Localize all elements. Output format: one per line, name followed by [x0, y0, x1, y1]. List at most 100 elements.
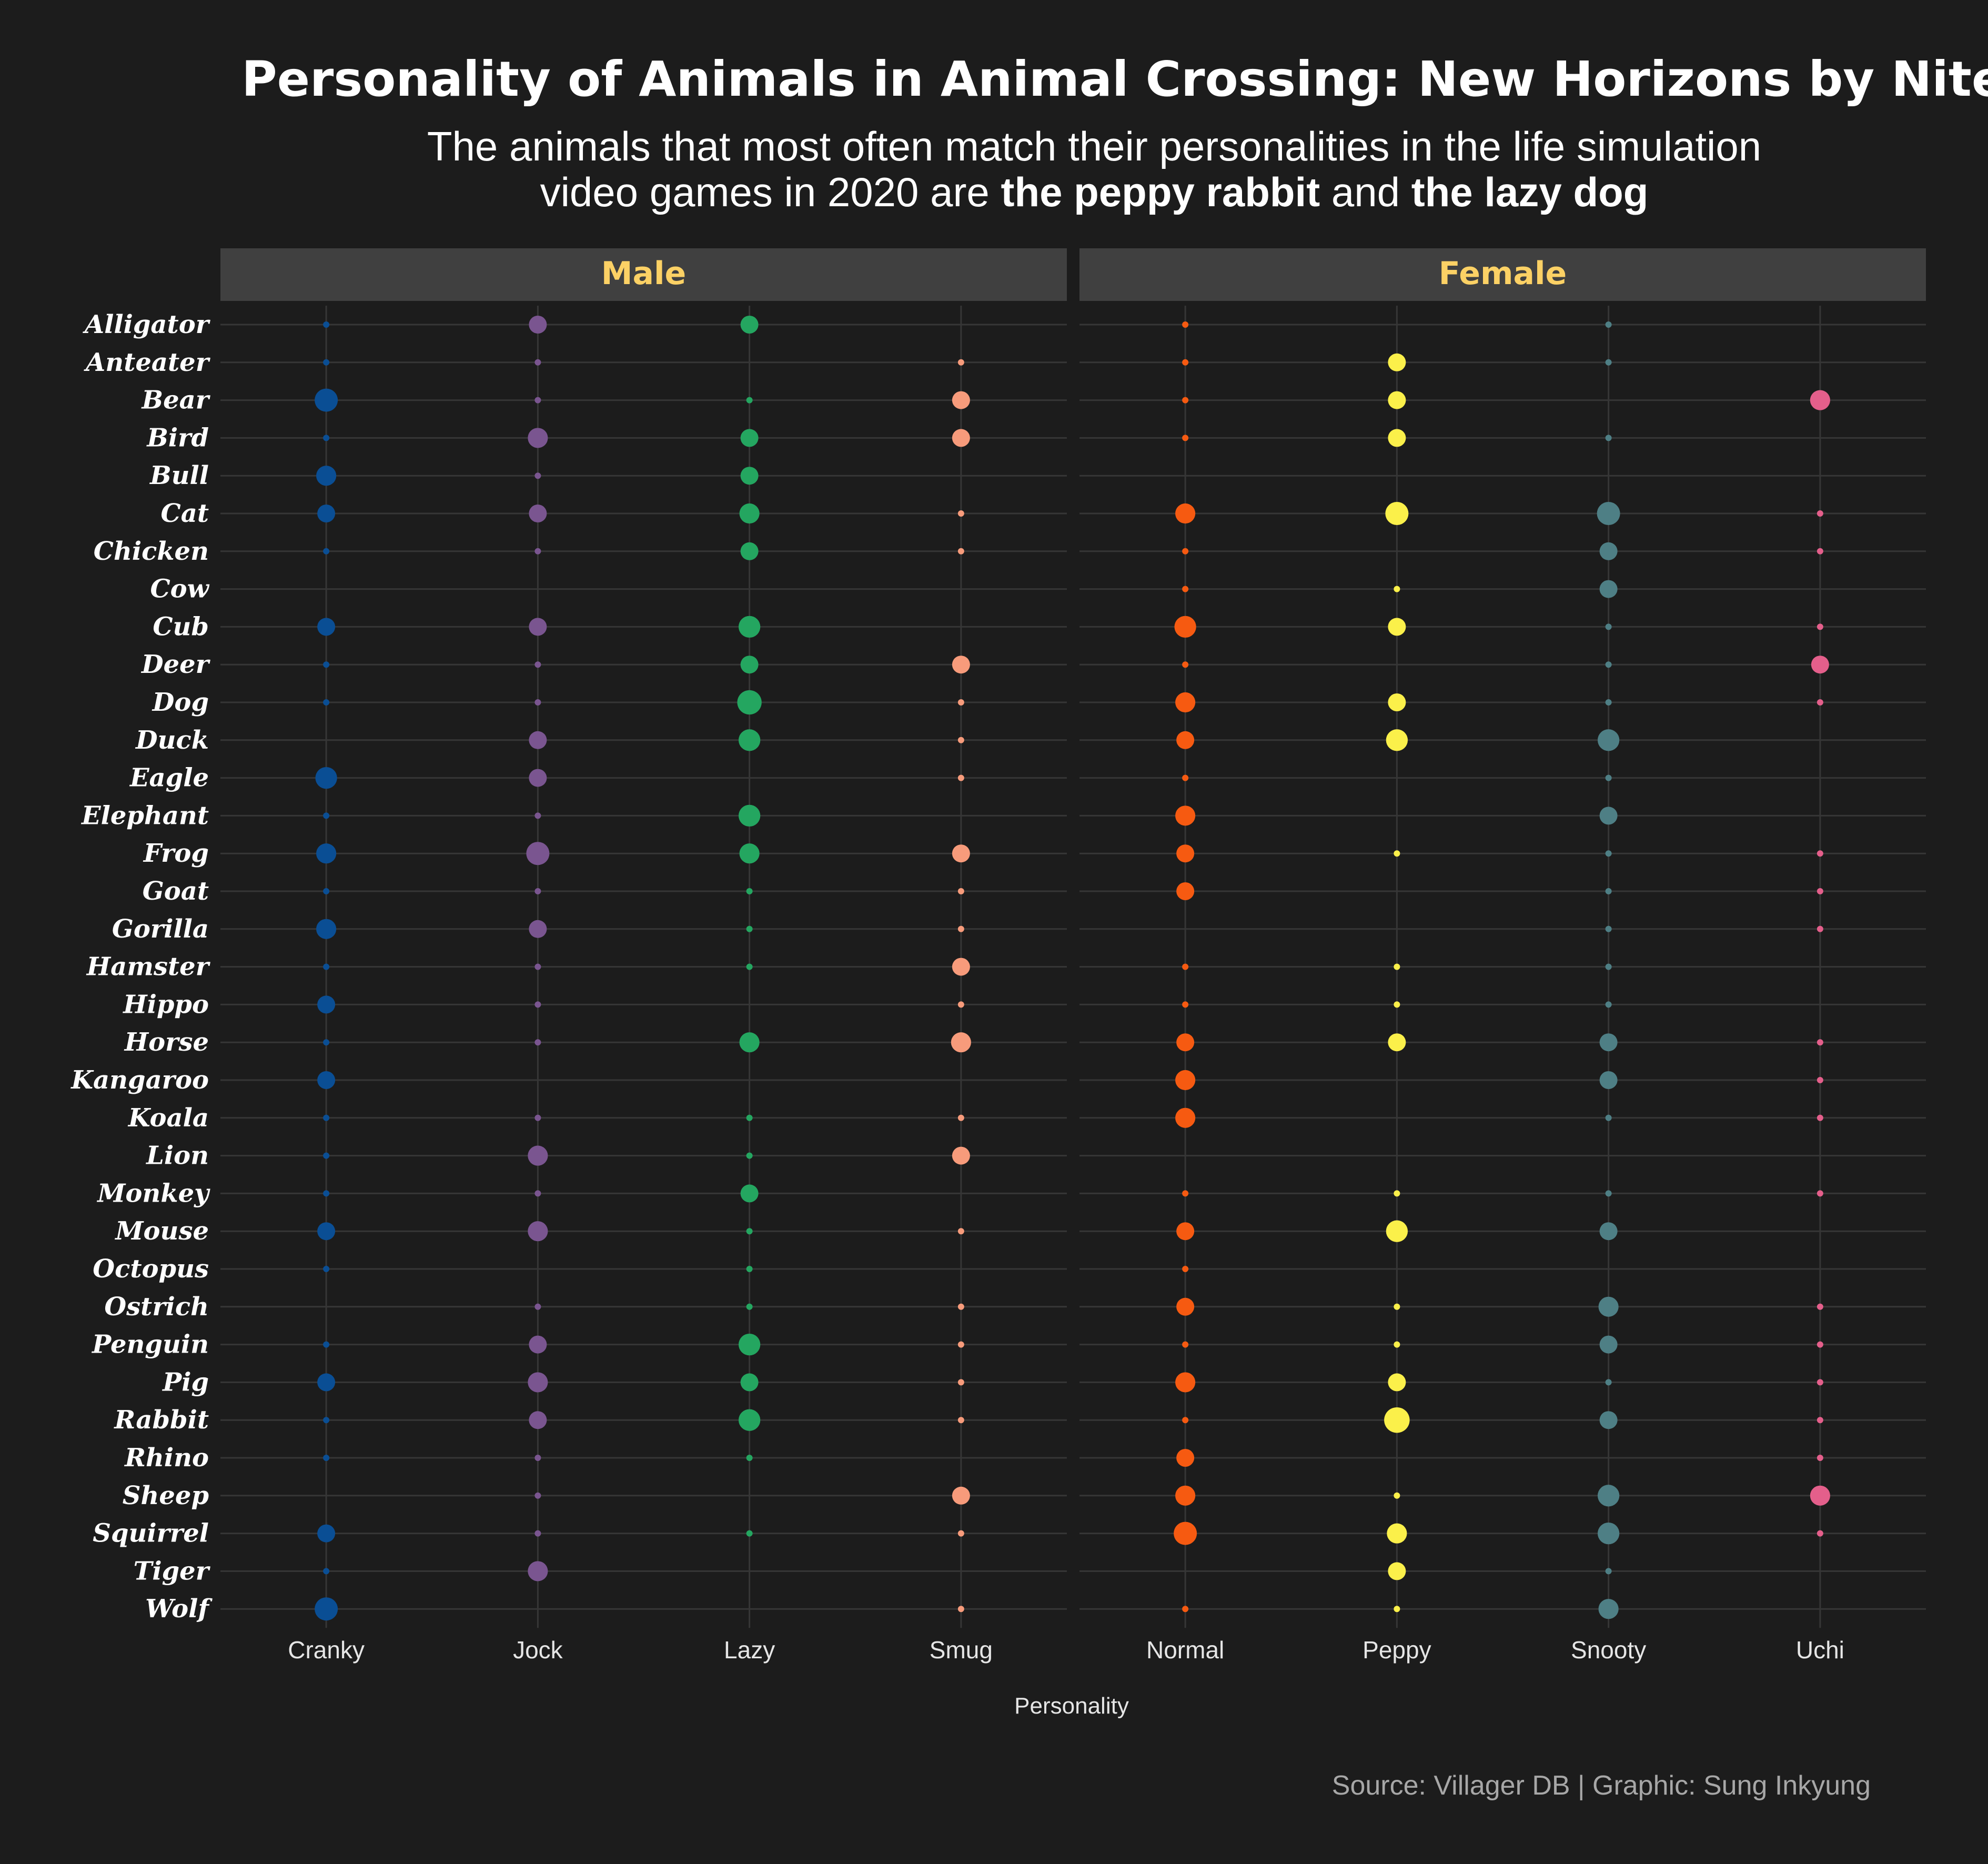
- point-rabbit-jock: [529, 1411, 547, 1429]
- plot-area: Male Cranky Jock Lazy Smug Female Normal Peppy S…: [70, 248, 1926, 1664]
- point-koala-uchi: [1817, 1114, 1823, 1121]
- point-horse-cranky: [323, 1039, 330, 1046]
- point-bird-peppy: [1388, 429, 1406, 447]
- point-anteater-snooty: [1605, 359, 1612, 366]
- point-rabbit-lazy: [738, 1409, 761, 1431]
- point-deer-normal: [1182, 661, 1189, 668]
- facet-strip-male: [220, 248, 1067, 301]
- point-octopus-lazy: [746, 1266, 753, 1272]
- point-sheep-normal: [1175, 1485, 1196, 1506]
- point-bird-lazy: [740, 429, 759, 447]
- point-eagle-smug: [957, 774, 964, 781]
- point-kangaroo-snooty: [1599, 1071, 1618, 1089]
- subtitle-highlight-peppy-rabbit: the peppy rabbit: [1001, 169, 1320, 215]
- point-ostrich-peppy: [1394, 1303, 1400, 1310]
- point-bull-lazy: [740, 467, 759, 485]
- point-cat-uchi: [1817, 510, 1823, 517]
- point-alligator-normal: [1182, 321, 1189, 328]
- point-monkey-uchi: [1817, 1190, 1823, 1197]
- point-squirrel-jock: [534, 1530, 541, 1537]
- x-tick-label-cranky: Cranky: [288, 1636, 365, 1664]
- y-tick-label-duck: Duck: [135, 726, 209, 755]
- y-tick-label-anteater: Anteater: [84, 348, 211, 377]
- point-lion-cranky: [323, 1152, 330, 1159]
- point-frog-uchi: [1817, 850, 1823, 857]
- point-koala-lazy: [746, 1114, 753, 1121]
- point-cow-normal: [1182, 586, 1189, 592]
- point-pig-normal: [1175, 1372, 1196, 1393]
- point-horse-jock: [534, 1039, 541, 1046]
- point-elephant-normal: [1175, 805, 1196, 826]
- point-chicken-normal: [1182, 548, 1189, 555]
- y-tick-label-cub: Cub: [153, 612, 209, 641]
- x-tick-label-lazy: Lazy: [724, 1636, 775, 1664]
- point-bird-cranky: [323, 435, 330, 441]
- point-hippo-jock: [534, 1001, 541, 1008]
- point-dog-smug: [957, 699, 964, 706]
- point-monkey-normal: [1182, 1190, 1189, 1197]
- point-frog-lazy: [739, 843, 760, 864]
- point-anteater-normal: [1182, 359, 1189, 366]
- point-bear-normal: [1182, 397, 1189, 404]
- point-eagle-snooty: [1605, 774, 1612, 781]
- y-tick-label-deer: Deer: [140, 650, 211, 679]
- point-chicken-cranky: [323, 548, 330, 555]
- point-squirrel-uchi: [1817, 1530, 1823, 1537]
- point-anteater-cranky: [323, 359, 330, 366]
- point-rhino-lazy: [746, 1455, 753, 1461]
- point-chicken-jock: [534, 548, 541, 555]
- point-cat-peppy: [1385, 502, 1409, 525]
- point-hippo-cranky: [317, 995, 336, 1014]
- point-horse-uchi: [1817, 1039, 1823, 1046]
- point-ostrich-snooty: [1598, 1296, 1619, 1317]
- point-penguin-snooty: [1599, 1335, 1618, 1354]
- point-lion-smug: [952, 1146, 970, 1165]
- point-ostrich-jock: [534, 1303, 541, 1310]
- point-pig-uchi: [1817, 1379, 1823, 1386]
- subtitle-highlight-lazy-dog: the lazy dog: [1411, 169, 1649, 215]
- point-lion-jock: [528, 1145, 548, 1166]
- y-tick-label-squirrel: Squirrel: [93, 1519, 209, 1548]
- point-octopus-normal: [1182, 1266, 1189, 1272]
- chart-subtitle-line-1: The animals that most often match their …: [427, 123, 1761, 169]
- point-frog-peppy: [1394, 850, 1400, 857]
- facet-strip-label-female: Female: [1439, 255, 1567, 292]
- point-alligator-cranky: [323, 321, 330, 328]
- point-hippo-snooty: [1605, 1001, 1612, 1008]
- point-cub-snooty: [1605, 623, 1612, 630]
- point-hamster-snooty: [1605, 963, 1612, 970]
- point-eagle-cranky: [315, 767, 337, 789]
- point-duck-normal: [1176, 731, 1195, 749]
- y-tick-label-bear: Bear: [141, 386, 211, 415]
- y-tick-label-koala: Koala: [127, 1103, 209, 1133]
- x-tick-label-snooty: Snooty: [1571, 1636, 1646, 1664]
- point-kangaroo-normal: [1175, 1070, 1196, 1091]
- point-gorilla-jock: [529, 920, 547, 938]
- point-ostrich-normal: [1176, 1297, 1195, 1316]
- point-koala-normal: [1175, 1107, 1196, 1128]
- facet-strip-label-male: Male: [601, 255, 686, 292]
- y-tick-label-tiger: Tiger: [134, 1556, 211, 1586]
- point-elephant-jock: [534, 812, 541, 819]
- point-pig-cranky: [317, 1373, 336, 1392]
- point-elephant-cranky: [323, 812, 330, 819]
- point-wolf-cranky: [315, 1597, 338, 1621]
- point-hamster-lazy: [746, 963, 753, 970]
- point-cow-snooty: [1599, 580, 1618, 598]
- point-cub-normal: [1174, 616, 1196, 638]
- point-alligator-lazy: [740, 316, 759, 334]
- point-sheep-peppy: [1394, 1492, 1400, 1499]
- y-tick-label-bull: Bull: [149, 461, 209, 490]
- point-bird-jock: [528, 428, 548, 448]
- y-tick-label-eagle: Eagle: [129, 763, 209, 793]
- point-squirrel-peppy: [1387, 1523, 1407, 1544]
- point-eagle-jock: [529, 769, 547, 787]
- point-hamster-cranky: [323, 963, 330, 970]
- point-cow-peppy: [1394, 586, 1400, 592]
- point-cat-snooty: [1597, 502, 1620, 525]
- point-dog-uchi: [1817, 699, 1823, 706]
- point-bear-uchi: [1810, 390, 1830, 410]
- point-kangaroo-cranky: [317, 1071, 336, 1089]
- x-tick-label-uchi: Uchi: [1796, 1636, 1844, 1664]
- point-mouse-peppy: [1386, 1220, 1408, 1242]
